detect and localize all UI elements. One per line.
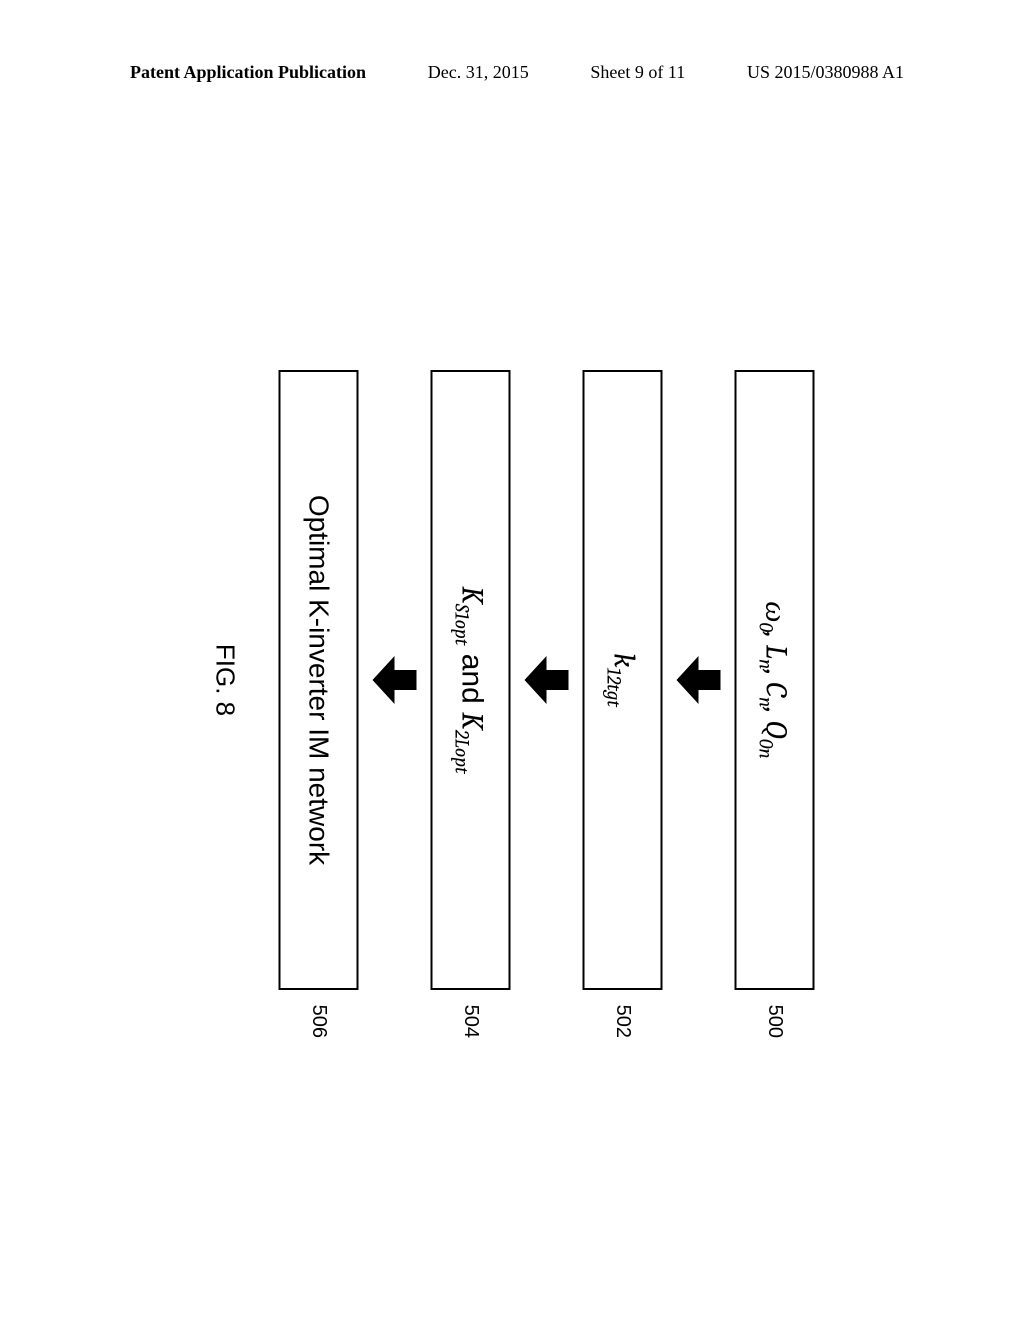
- box-params-content: ω0, Ln, Cn, Q0n: [755, 601, 794, 758]
- box-params: ω0, Ln, Cn, Q0n 500: [735, 370, 815, 990]
- flowchart: ω0, Ln, Cn, Q0n 500 k12tgt 502 KS1opt an…: [210, 370, 815, 990]
- box-ks1k2l: KS1opt and K2Lopt 504: [431, 370, 511, 990]
- box-result: Optimal K-inverter IM network 506: [279, 370, 359, 990]
- page-header: Patent Application Publication Dec. 31, …: [0, 62, 1024, 83]
- box-params-ref: 500: [763, 1005, 786, 1038]
- document-number: US 2015/0380988 A1: [747, 62, 904, 83]
- figure-caption: FIG. 8: [210, 644, 241, 716]
- arrow-icon: [525, 656, 569, 704]
- box-result-ref: 506: [307, 1005, 330, 1038]
- sheet-number: Sheet 9 of 11: [590, 62, 685, 83]
- box-result-content: Optimal K-inverter IM network: [303, 495, 335, 865]
- box-k12tgt-content: k12tgt: [603, 653, 642, 707]
- diagram-container: ω0, Ln, Cn, Q0n 500 k12tgt 502 KS1opt an…: [210, 370, 815, 990]
- box-k12tgt-ref: 502: [611, 1005, 634, 1038]
- box-ks1k2l-content: KS1opt and K2Lopt: [451, 586, 490, 774]
- publication-date: Dec. 31, 2015: [428, 62, 529, 83]
- publication-label: Patent Application Publication: [130, 62, 366, 83]
- box-k12tgt: k12tgt 502: [583, 370, 663, 990]
- arrow-icon: [677, 656, 721, 704]
- box-ks1k2l-ref: 504: [459, 1005, 482, 1038]
- arrow-icon: [373, 656, 417, 704]
